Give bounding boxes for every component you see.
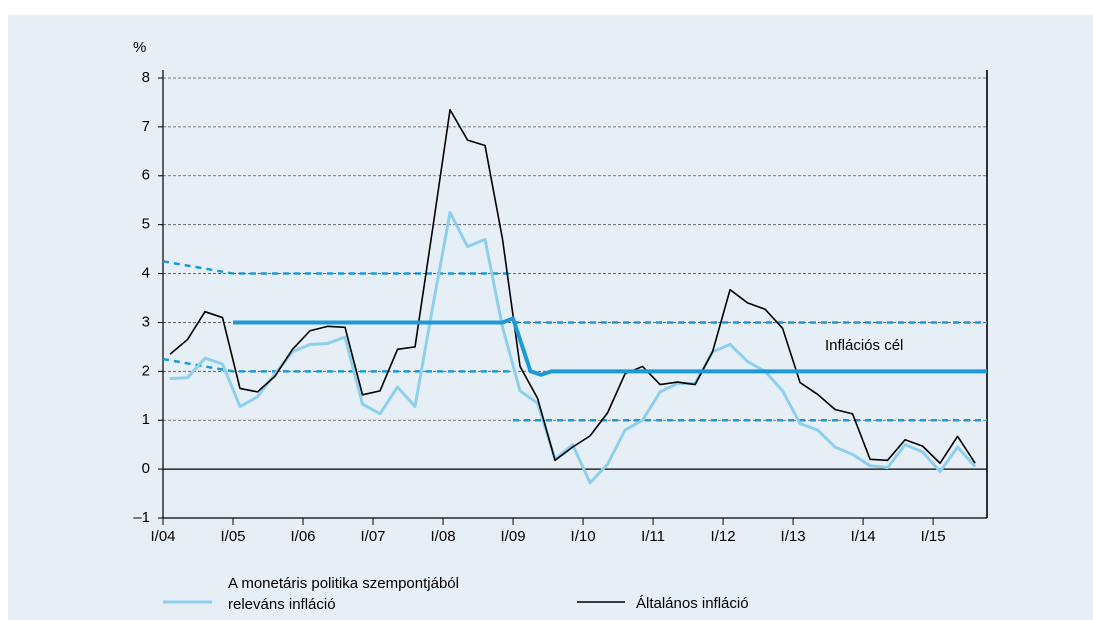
legend-label: releváns infláció: [228, 596, 336, 613]
series-line: [169, 210, 977, 485]
x-tick-label: I/04: [150, 528, 175, 545]
x-tick-label: I/11: [641, 528, 665, 545]
x-tick-label: I/12: [711, 528, 736, 545]
legend-label: A monetáris politika szempontjából: [228, 575, 459, 592]
x-tick-label: I/13: [781, 528, 806, 545]
y-tick-label: 8: [142, 69, 150, 86]
x-tick-label: I/05: [220, 528, 245, 545]
x-tick-label: I/06: [291, 528, 316, 545]
y-tick-label: –1: [133, 509, 150, 526]
y-tick-label: 4: [142, 265, 150, 282]
y-tick-label: 5: [142, 216, 150, 233]
x-tick-label: I/07: [361, 528, 386, 545]
series-line: [169, 108, 976, 465]
tolerance-band: [162, 357, 514, 373]
tolerance-band: [162, 260, 514, 275]
panel: [8, 15, 1093, 620]
x-tick-label: I/09: [501, 528, 526, 545]
legend-label: Általános infláció: [636, 595, 749, 612]
y-axis-label: %: [133, 39, 146, 56]
annotation: Inflációs cél: [825, 337, 903, 354]
y-tick-label: 3: [142, 313, 150, 330]
x-tick-label: I/08: [431, 528, 456, 545]
x-tick-label: I/14: [851, 528, 876, 545]
series-line: [233, 316, 987, 377]
x-tick-label: I/10: [571, 528, 596, 545]
y-tick-label: 1: [142, 411, 150, 428]
y-tick-label: 2: [142, 362, 150, 379]
y-tick-label: 0: [142, 460, 150, 477]
y-tick-label: 6: [142, 167, 150, 184]
x-tick-label: I/15: [921, 528, 946, 545]
y-tick-label: 7: [142, 118, 150, 135]
